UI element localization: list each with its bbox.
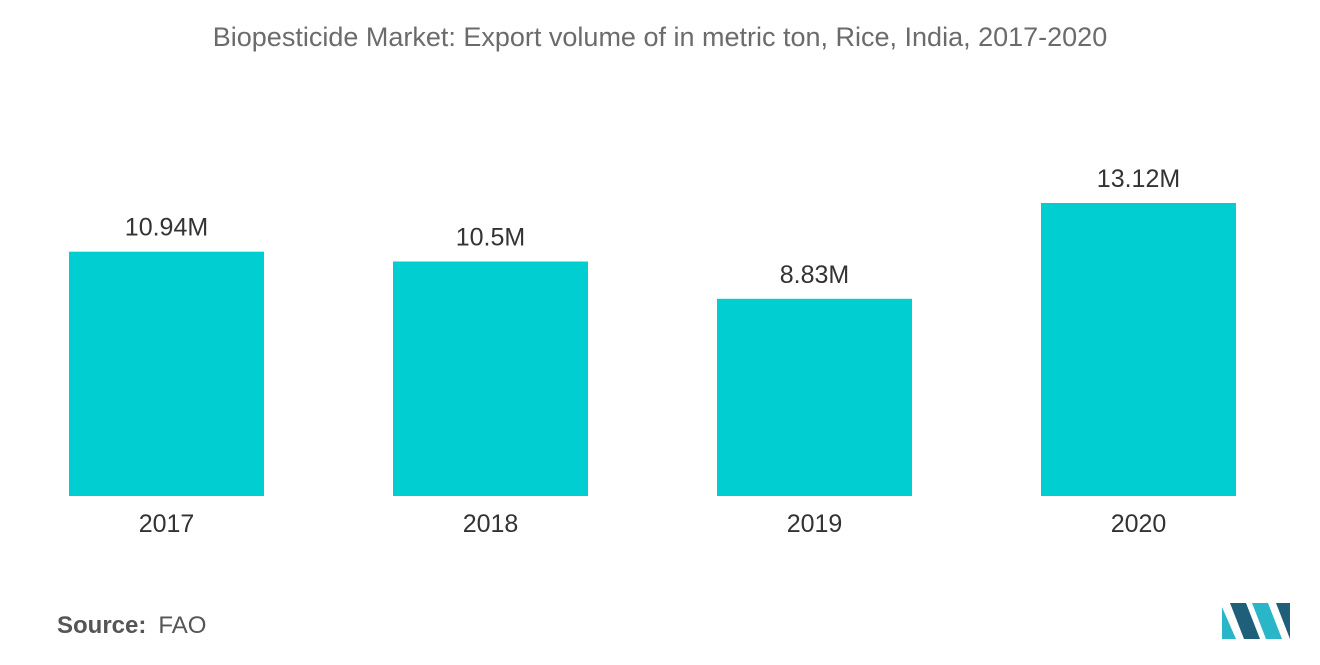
- x-tick-label-2018: 2018: [463, 510, 519, 538]
- x-tick-labels-group: 2017 2018 2019 2020: [139, 510, 1167, 538]
- chart-title: Biopesticide Market: Export volume of in…: [212, 22, 1108, 52]
- bar-2017: [69, 251, 264, 496]
- bar-2018: [393, 261, 588, 496]
- source-value: FAO: [158, 612, 207, 639]
- source-note: Source: FAO: [57, 612, 206, 640]
- mordor-intelligence-logo-icon: [1222, 603, 1290, 639]
- value-label-2019: 8.83M: [780, 261, 849, 289]
- x-tick-label-2019: 2019: [787, 510, 843, 538]
- value-labels-group: 10.94M 10.5M 8.83M 13.12M: [125, 165, 1180, 289]
- x-tick-label-2017: 2017: [139, 510, 195, 538]
- value-label-2018: 10.5M: [456, 224, 525, 252]
- bar-2020: [1041, 203, 1236, 496]
- x-tick-label-2020: 2020: [1111, 510, 1167, 538]
- bars-group: [69, 203, 1236, 496]
- value-label-2020: 13.12M: [1097, 165, 1180, 193]
- source-label: Source:: [57, 612, 147, 639]
- bar-2019: [717, 298, 912, 496]
- value-label-2017: 10.94M: [125, 214, 208, 242]
